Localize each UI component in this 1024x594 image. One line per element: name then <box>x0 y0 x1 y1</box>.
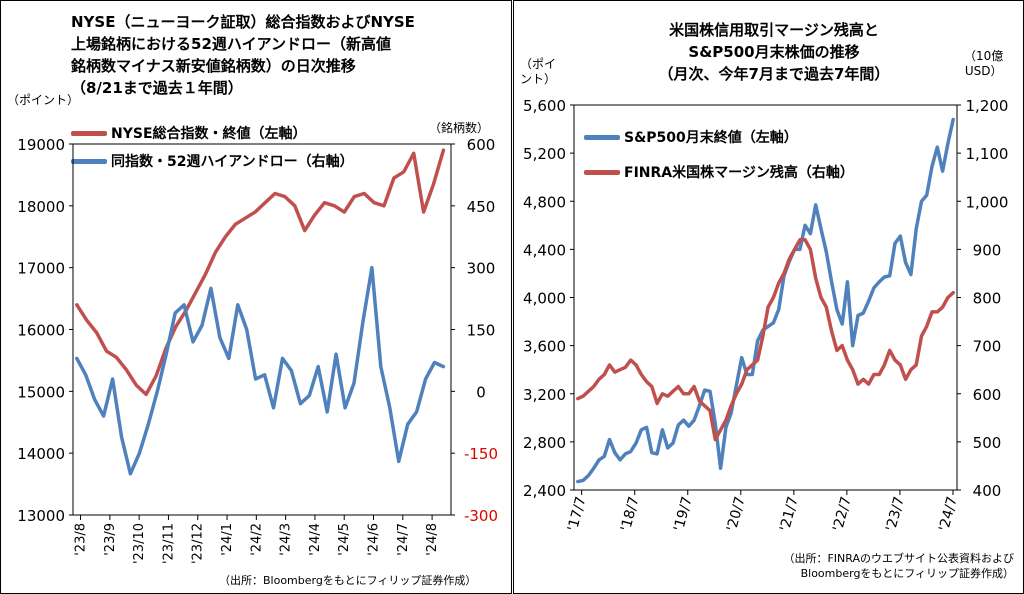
y-left-tick-label: 13000 <box>17 507 65 525</box>
left-axis-unit-points: （ポイント） <box>7 93 80 107</box>
x-tick-label: '24/8 <box>425 523 440 556</box>
y-left-tick-label: 2,400 <box>523 482 566 500</box>
x-tick-label: '24/1 <box>220 523 235 556</box>
series-line-blue <box>75 265 446 476</box>
y-right-tick-label: 150 <box>467 322 496 340</box>
left-axis-unit-points: （ポイ ント） <box>520 57 557 86</box>
y-left-tick-label: 14000 <box>17 445 65 463</box>
x-tick-label: '23/8 <box>74 523 89 556</box>
legend-label: NYSE総合指数・終値（左軸） <box>111 126 307 142</box>
y-right-tick-label: 700 <box>973 338 1002 356</box>
y-right-tick-label: 600 <box>973 386 1002 404</box>
y-right-tick-label: 400 <box>973 482 1002 500</box>
y-right-tick-label: -300 <box>464 507 498 525</box>
y-right-tick-label: 1,000 <box>966 193 1009 211</box>
y-right-tick-label: 0 <box>476 383 486 401</box>
x-tick-label: '20/7 <box>724 495 749 533</box>
x-tick-label: '24/3 <box>279 523 294 556</box>
margin-chart-title: 米国株信用取引マージン残高と S&P500月末株価の推移 （月次、今年7月まで過… <box>658 21 890 83</box>
series-line-red <box>75 148 446 397</box>
nyse-chart-source: （出所：Bloombergをもとにフィリップ証券作成） <box>219 574 477 587</box>
y-left-tick-label: 5,200 <box>523 145 566 163</box>
x-tick-label: '19/7 <box>671 495 696 533</box>
y-left-tick-label: 19000 <box>17 136 65 154</box>
y-left-tick-label: 16000 <box>17 322 65 340</box>
y-right-tick-label: 500 <box>973 434 1002 452</box>
y-right-tick-label: 1,200 <box>966 97 1009 115</box>
y-right-tick-label: 300 <box>467 260 496 278</box>
x-tick-label: '24/6 <box>367 523 382 556</box>
x-tick-label: '24/7 <box>396 523 411 556</box>
x-tick-label: '23/9 <box>103 523 118 556</box>
y-right-tick-label: 900 <box>973 241 1002 259</box>
x-tick-label: '22/7 <box>830 495 855 533</box>
legend-swatch-red <box>584 169 620 175</box>
x-tick-label: '23/12 <box>191 523 206 564</box>
x-tick-label: '21/7 <box>777 495 802 533</box>
legend-label: 同指数・52週ハイアンドロー（右軸） <box>111 154 354 170</box>
x-tick-label: '18/7 <box>618 495 643 533</box>
legend-label: S&P500月末終値（左軸） <box>624 130 798 146</box>
legend-label: FINRA米国株マージン残高（右軸） <box>624 165 854 181</box>
x-tick-label: '24/4 <box>308 523 323 556</box>
margin-chart-panel: 米国株信用取引マージン残高と S&P500月末株価の推移 （月次、今年7月まで過… <box>513 0 1024 594</box>
legend-swatch-red <box>71 130 107 136</box>
y-right-tick-label: 1,100 <box>966 145 1009 163</box>
y-left-tick-label: 4,400 <box>523 241 566 259</box>
y-left-tick-label: 18000 <box>17 198 65 216</box>
x-tick-label: '24/7 <box>936 495 961 533</box>
margin-chart-plot: 2,400 2,800 3,200 3,600 4,000 4,400 4,800 5,200… <box>523 97 1009 533</box>
y-left-tick-label: 2,800 <box>523 434 566 452</box>
x-tick-label: '23/10 <box>132 523 147 564</box>
series-line-blue <box>576 117 955 484</box>
y-left-tick-label: 4,800 <box>523 193 566 211</box>
y-right-tick-label: 800 <box>973 290 1002 308</box>
nyse-chart-plot: 13000 14000 15000 16000 17000 18000 19000 -300 -… <box>17 136 498 564</box>
y-left-tick-label: 3,600 <box>523 338 566 356</box>
plot-area-frame <box>573 104 958 491</box>
nyse-chart-panel: NYSE（ニューヨーク証取）総合指数およびNYSE 上場銘柄における52週ハイア… <box>0 0 512 594</box>
margin-legend: S&P500月末終値（左軸） FINRA米国株マージン残高（右軸） <box>584 117 854 187</box>
x-tick-label: '17/7 <box>565 495 590 533</box>
x-tick-label: '23/7 <box>883 495 908 533</box>
right-axis-unit-billion-usd: （10億 USD） <box>964 49 1004 78</box>
y-left-tick-label: 15000 <box>17 383 65 401</box>
legend-item-sp500: S&P500月末終値（左軸） <box>584 117 854 157</box>
legend-item-high-low: 同指数・52週ハイアンドロー（右軸） <box>71 147 354 175</box>
x-tick-label: '24/2 <box>249 523 264 556</box>
x-tick-label: '23/11 <box>161 523 176 564</box>
y-right-tick-label: -150 <box>464 445 498 463</box>
y-right-tick-label: 450 <box>467 198 496 216</box>
right-axis-unit-stocks: （銘柄数） <box>429 121 490 135</box>
x-tick-label: '24/5 <box>337 523 352 556</box>
nyse-chart-title: NYSE（ニューヨーク証取）総合指数およびNYSE 上場銘柄における52週ハイア… <box>71 13 415 97</box>
legend-swatch-blue <box>71 158 107 164</box>
y-right-tick-label: 600 <box>467 136 496 154</box>
nyse-legend: NYSE総合指数・終値（左軸） 同指数・52週ハイアンドロー（右軸） <box>71 119 354 175</box>
y-left-tick-label: 5,600 <box>523 97 566 115</box>
legend-swatch-blue <box>584 134 620 140</box>
y-left-tick-label: 3,200 <box>523 386 566 404</box>
plot-area-frame <box>72 143 452 516</box>
y-left-tick-label: 17000 <box>17 260 65 278</box>
series-line-red <box>576 238 955 442</box>
margin-chart-source: （出所：FINRAのウエブサイト公表資料および Bloombergをもとにフィリ… <box>783 552 1014 580</box>
legend-item-nyse-close: NYSE総合指数・終値（左軸） <box>71 119 354 147</box>
y-left-tick-label: 4,000 <box>523 290 566 308</box>
legend-item-finra-margin: FINRA米国株マージン残高（右軸） <box>584 157 854 187</box>
